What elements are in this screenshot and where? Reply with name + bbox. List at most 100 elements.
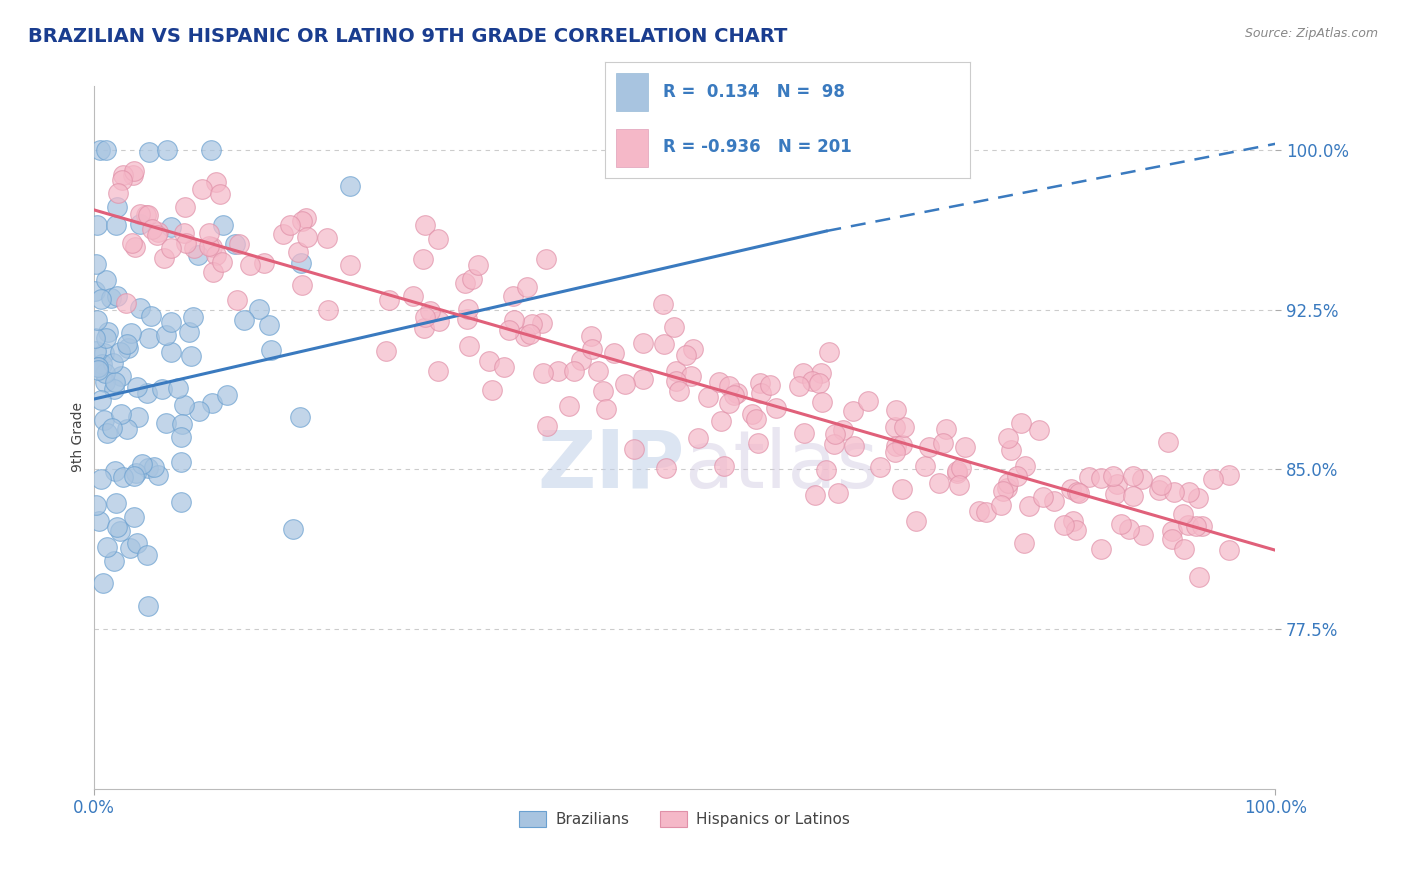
Point	[457, 302, 479, 317]
Point	[105, 520, 128, 534]
Point	[100, 291, 122, 305]
Point	[481, 383, 503, 397]
Point	[1156, 434, 1178, 449]
Text: R = -0.936   N = 201: R = -0.936 N = 201	[664, 137, 852, 155]
Y-axis label: 9th Grade: 9th Grade	[72, 402, 86, 473]
Point	[316, 303, 339, 318]
Point	[534, 252, 557, 267]
Point	[665, 363, 688, 377]
Point	[997, 431, 1019, 445]
Point	[516, 280, 538, 294]
Point	[110, 368, 132, 383]
Point	[136, 208, 159, 222]
Point	[118, 541, 141, 555]
Text: atlas: atlas	[685, 426, 879, 505]
Point	[224, 236, 246, 251]
Point	[90, 293, 112, 307]
Point	[884, 445, 907, 459]
Point	[751, 385, 773, 400]
Point	[201, 240, 224, 254]
Point	[536, 418, 558, 433]
Point	[87, 363, 110, 377]
Point	[890, 438, 912, 452]
Point	[595, 402, 617, 417]
Point	[884, 439, 907, 453]
Point	[87, 514, 110, 528]
Point	[1060, 482, 1083, 496]
Point	[110, 407, 132, 421]
Point	[167, 381, 190, 395]
Point	[93, 413, 115, 427]
Point	[515, 328, 537, 343]
Point	[104, 218, 127, 232]
Point	[1188, 570, 1211, 584]
Point	[891, 482, 914, 496]
Point	[174, 235, 197, 250]
Point	[107, 186, 129, 201]
Point	[519, 326, 541, 341]
Point	[807, 376, 830, 390]
Point	[948, 478, 970, 492]
Point	[1000, 443, 1022, 458]
Text: R =  0.134   N =  98: R = 0.134 N = 98	[664, 83, 845, 101]
Point	[260, 343, 283, 357]
Point	[710, 414, 733, 428]
Point	[427, 364, 450, 378]
Point	[204, 175, 226, 189]
Point	[682, 343, 704, 357]
Point	[713, 459, 735, 474]
Point	[1005, 469, 1028, 483]
Point	[291, 277, 314, 292]
Point	[579, 329, 602, 343]
Point	[1104, 487, 1126, 501]
Point	[1010, 416, 1032, 430]
Point	[211, 255, 233, 269]
Point	[105, 200, 128, 214]
Point	[1173, 541, 1195, 556]
Point	[571, 352, 593, 367]
Point	[652, 337, 675, 351]
Point	[104, 375, 127, 389]
Point	[170, 495, 193, 509]
Point	[339, 179, 361, 194]
Point	[290, 255, 312, 269]
Point	[150, 383, 173, 397]
Point	[1053, 518, 1076, 533]
Point	[146, 227, 169, 242]
Point	[1161, 532, 1184, 546]
Point	[378, 293, 401, 307]
Point	[90, 472, 112, 486]
Point	[1101, 469, 1123, 483]
Point	[1012, 536, 1035, 550]
Point	[725, 386, 748, 401]
Point	[238, 258, 260, 272]
Point	[187, 247, 209, 261]
Point	[1018, 499, 1040, 513]
Point	[1090, 542, 1112, 557]
Point	[174, 200, 197, 214]
Point	[1111, 517, 1133, 532]
Point	[111, 172, 134, 186]
Point	[97, 326, 120, 340]
Point	[893, 419, 915, 434]
Point	[1032, 491, 1054, 505]
Point	[419, 303, 441, 318]
Point	[86, 360, 108, 375]
Point	[155, 417, 177, 431]
Point	[129, 301, 152, 316]
Point	[1185, 519, 1208, 533]
Point	[86, 218, 108, 232]
Point	[402, 289, 425, 303]
Point	[1090, 471, 1112, 485]
Point	[1066, 484, 1088, 499]
Point	[316, 230, 339, 244]
Point	[120, 326, 142, 340]
Point	[1218, 467, 1240, 482]
Point	[215, 388, 238, 402]
Point	[1163, 484, 1185, 499]
Point	[122, 509, 145, 524]
Point	[127, 409, 149, 424]
Point	[765, 401, 787, 416]
Point	[686, 431, 709, 445]
Point	[375, 343, 398, 358]
